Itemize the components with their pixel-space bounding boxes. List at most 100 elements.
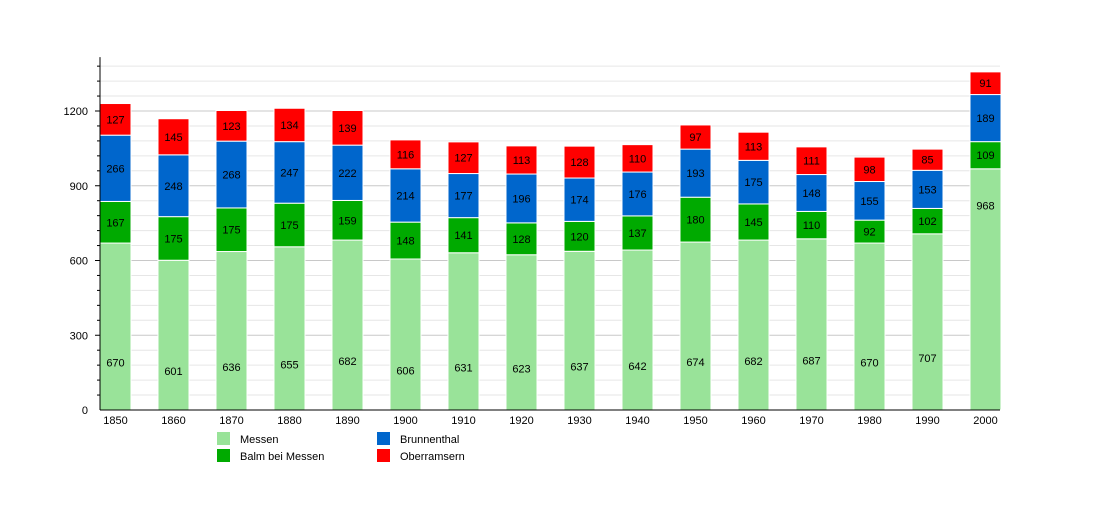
legend-label: Brunnenthal: [400, 434, 459, 446]
data-label: 176: [628, 189, 646, 201]
x-tick-label: 1860: [161, 415, 185, 427]
data-label: 193: [686, 168, 704, 180]
data-label: 102: [918, 216, 936, 228]
bar-segment: [505, 145, 538, 175]
bar-segment: [911, 207, 944, 235]
data-label: 98: [863, 164, 875, 176]
bar-segment: [331, 199, 364, 241]
bar-segment: [679, 124, 712, 150]
data-label: 120: [570, 231, 588, 243]
bar-segment: [447, 252, 480, 411]
data-label: 91: [979, 78, 991, 90]
data-label: 110: [629, 153, 647, 165]
bar-segment: [911, 233, 944, 411]
data-label: 141: [454, 230, 472, 242]
bar-segment: [621, 249, 654, 411]
data-label: 113: [513, 155, 531, 167]
legend-label: Oberramsern: [400, 451, 465, 463]
data-label: 159: [338, 215, 356, 227]
bar-segment: [795, 210, 828, 240]
bar-segment: [447, 141, 480, 175]
data-label: 268: [222, 170, 240, 182]
bar-segment: [157, 259, 190, 411]
data-label: 148: [802, 188, 820, 200]
bar-segment: [505, 173, 538, 224]
data-label: 92: [863, 227, 875, 239]
data-label: 137: [628, 228, 646, 240]
data-label: 606: [396, 366, 414, 378]
y-tick-label: 1200: [64, 106, 88, 118]
data-label: 85: [921, 155, 933, 167]
x-tick-label: 1980: [857, 415, 881, 427]
x-tick-label: 2000: [973, 415, 997, 427]
data-label: 123: [222, 121, 240, 133]
data-label: 670: [860, 358, 878, 370]
bar-segment: [679, 196, 712, 243]
bar-segment: [157, 154, 190, 218]
bar-segment: [563, 250, 596, 411]
bar-segment: [737, 131, 770, 161]
data-label: 636: [222, 362, 240, 374]
bar-segment: [331, 110, 364, 146]
legend: Messen Balm bei Messen Brunnenthal Oberrams…: [217, 432, 465, 463]
bar-segment: [911, 148, 944, 171]
legend-swatch: [217, 449, 230, 462]
bar-segment: [389, 139, 422, 170]
data-label: 174: [570, 195, 588, 207]
bar-segment: [621, 171, 654, 217]
bar-segment: [215, 140, 248, 209]
y-tick-label: 600: [70, 256, 88, 268]
data-label: 128: [570, 157, 588, 169]
bar-segment: [563, 220, 596, 252]
data-label: 642: [628, 361, 646, 373]
axes: 0 300 600 900 1200 1850 1860 1870 1880 1890 1900 19…: [64, 57, 1000, 427]
bar-segment: [389, 258, 422, 411]
data-label: 601: [164, 366, 182, 378]
data-label: 134: [280, 120, 298, 132]
bar-segment: [853, 242, 886, 411]
x-tick-label: 1850: [103, 415, 127, 427]
x-tick-label: 1960: [741, 415, 765, 427]
bar-segment: [621, 215, 654, 251]
bar-segment: [447, 173, 480, 219]
data-label: 707: [918, 353, 936, 365]
bar-segment: [99, 242, 132, 411]
bar-segment: [737, 239, 770, 411]
bar-segment: [679, 241, 712, 411]
data-label: 180: [686, 215, 704, 227]
data-label: 145: [744, 217, 762, 229]
bar-segment: [563, 145, 596, 179]
data-label: 214: [396, 190, 414, 202]
data-label: 175: [744, 177, 762, 189]
bar-segment: [621, 144, 654, 173]
data-label: 145: [164, 132, 182, 144]
data-label: 148: [396, 236, 414, 248]
bar-segment: [215, 207, 248, 253]
bar-segment: [853, 156, 886, 183]
bars: 670 167 266 127 601 175 248 145 636 175 268 123 655 1…: [99, 71, 1002, 411]
data-label: 674: [686, 357, 704, 369]
y-tick-label: 900: [70, 181, 88, 193]
data-label: 175: [222, 225, 240, 237]
bar-segment: [679, 148, 712, 198]
data-label: 968: [976, 200, 994, 212]
x-tick-label: 1950: [683, 415, 707, 427]
bar-segment: [737, 203, 770, 241]
data-label: 655: [280, 359, 298, 371]
bar-segment: [969, 168, 1002, 411]
legend-label: Balm bei Messen: [240, 451, 324, 463]
data-label: 110: [803, 220, 821, 232]
bar-segment: [447, 217, 480, 254]
bar-segment: [215, 251, 248, 411]
data-label: 167: [106, 217, 124, 229]
x-tick-label: 1990: [915, 415, 939, 427]
data-label: 111: [803, 156, 820, 168]
data-label: 687: [802, 355, 820, 367]
x-tick-label: 1930: [567, 415, 591, 427]
data-label: 175: [164, 233, 182, 245]
x-tick-label: 1970: [799, 415, 823, 427]
data-label: 682: [744, 356, 762, 368]
data-label: 155: [860, 196, 878, 208]
data-label: 266: [106, 163, 124, 175]
data-label: 128: [512, 234, 530, 246]
